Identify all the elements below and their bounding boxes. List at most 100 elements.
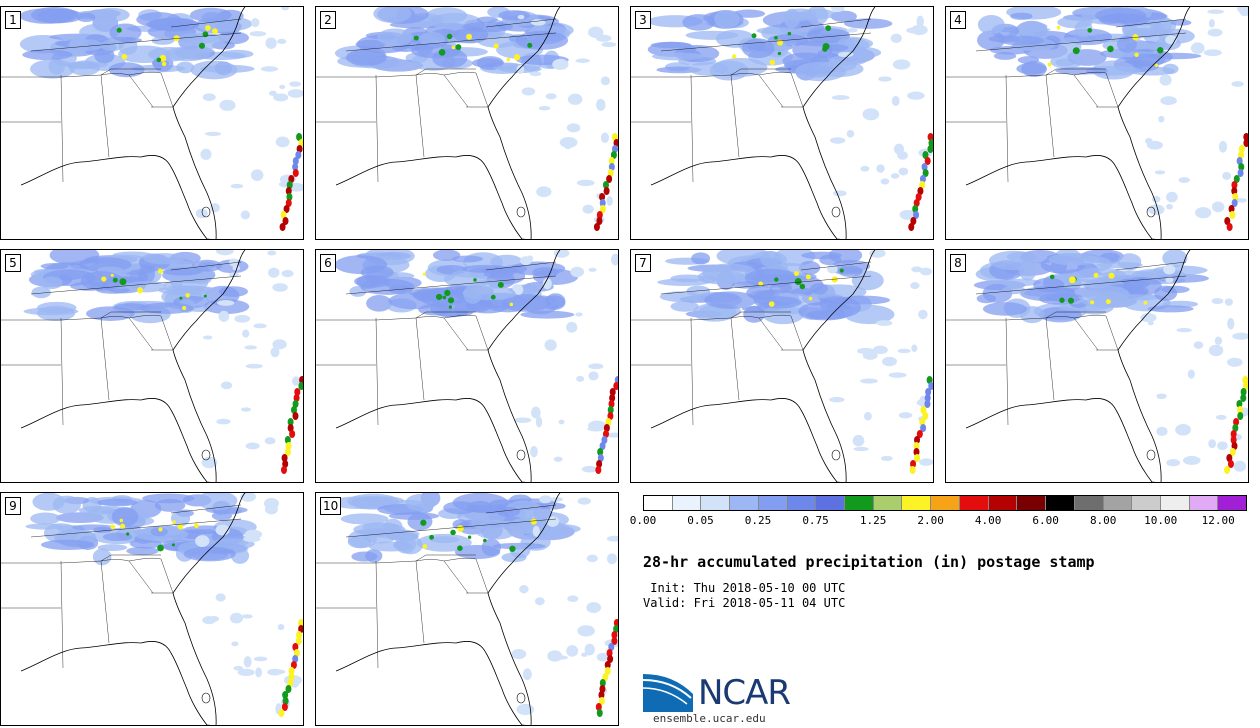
coastline: [172, 493, 246, 594]
light-precip-blob: [567, 595, 579, 603]
light-precip-blob: [907, 91, 925, 100]
precip-blob: [405, 493, 436, 512]
state-border: [160, 315, 174, 351]
heavy-cell: [794, 278, 802, 286]
precip-blob: [806, 7, 829, 26]
light-precip-blob: [516, 64, 525, 74]
precip-blob: [481, 538, 502, 557]
light-precip-blob: [220, 381, 233, 390]
precip-blob: [340, 513, 389, 525]
heavy-cell: [101, 276, 107, 282]
heavy-cell: [116, 27, 122, 33]
light-precip-blob: [880, 178, 890, 185]
heavy-cell: [450, 529, 456, 536]
atlantic-band-cell: [290, 661, 297, 669]
heavy-cell: [203, 294, 207, 298]
precip-blob: [190, 60, 238, 80]
atlantic-band-cell: [926, 376, 933, 384]
atlantic-band-cell: [602, 673, 609, 681]
colorbar-swatch: [1103, 496, 1133, 510]
atlantic-band-cell: [596, 211, 603, 219]
precip-blob: [40, 262, 69, 270]
atlantic-band-cell: [287, 418, 294, 426]
precip-blob: [515, 30, 569, 50]
atlantic-band-cell: [279, 223, 286, 231]
atlantic-band-cell: [603, 187, 610, 195]
atlantic-band-cell: [914, 436, 921, 444]
heavy-cell: [420, 519, 427, 526]
light-precip-blob: [869, 250, 886, 258]
precip-blob: [360, 278, 415, 295]
light-precip-blob: [872, 345, 888, 355]
light-precip-blob: [1235, 198, 1247, 203]
atlantic-band-cell: [910, 217, 917, 225]
atlantic-band-cell: [598, 697, 605, 705]
state-border: [30, 32, 242, 52]
light-precip-blob: [240, 493, 256, 502]
atlantic-band-cell: [607, 412, 614, 420]
lake-okeechobee: [1146, 449, 1156, 461]
precip-blob: [196, 493, 238, 511]
state-border: [660, 275, 872, 295]
atlantic-band-cell: [1233, 175, 1240, 183]
light-precip-blob: [586, 602, 601, 613]
atlantic-band-cell: [601, 436, 608, 444]
lake-okeechobee: [831, 449, 841, 461]
light-precip-blob: [567, 93, 583, 105]
atlantic-band-cell: [913, 199, 920, 207]
atlantic-band-cell: [286, 181, 293, 189]
state-border: [100, 317, 110, 401]
light-precip-blob: [1182, 455, 1201, 465]
light-precip-blob: [910, 282, 920, 290]
light-precip-blob: [267, 668, 283, 676]
atlantic-band-cell: [599, 199, 606, 207]
atlantic-band-cell: [1243, 133, 1248, 141]
coastline: [965, 349, 1162, 482]
coastline: [487, 250, 561, 351]
colorbar-swatch: [1189, 496, 1219, 510]
atlantic-band-cell: [607, 169, 614, 177]
heavy-cell: [1072, 47, 1080, 55]
colorbar-tick-label: 2.00: [917, 514, 944, 527]
atlantic-band-cell: [608, 643, 615, 651]
precip-blob: [474, 520, 518, 540]
heavy-cell: [172, 520, 176, 524]
heavy-cell: [805, 274, 811, 280]
light-precip-blob: [588, 371, 599, 381]
precip-blob: [109, 23, 142, 42]
colorbar-tick-label: 4.00: [974, 514, 1002, 527]
light-precip-blob: [1156, 393, 1167, 400]
light-precip-blob: [576, 179, 595, 187]
heavy-cell: [731, 54, 737, 59]
light-precip-blob: [911, 344, 918, 353]
light-precip-blob: [1140, 313, 1157, 323]
precip-map-9: [1, 493, 303, 725]
light-precip-blob: [531, 406, 541, 419]
state-border: [1005, 317, 1009, 426]
atlantic-band-cell: [924, 157, 931, 165]
atlantic-band-cell: [282, 460, 289, 468]
precip-blob: [650, 41, 692, 49]
heavy-cell: [787, 31, 792, 36]
heavy-cell: [422, 544, 428, 549]
atlantic-band-cell: [596, 217, 603, 225]
light-precip-blob: [582, 204, 594, 214]
colorbar-swatch: [816, 496, 846, 510]
state-border: [100, 554, 161, 562]
precip-blob: [147, 46, 191, 62]
light-precip-blob: [553, 250, 570, 258]
heavy-cell: [448, 305, 453, 309]
precip-blob: [142, 493, 195, 504]
atlantic-band-cell: [1237, 169, 1244, 177]
state-border: [160, 72, 174, 108]
heavy-cell: [438, 49, 446, 56]
precip-blob: [108, 62, 145, 78]
light-precip-blob: [269, 90, 277, 96]
heavy-cell: [436, 293, 443, 301]
atlantic-band-cell: [599, 685, 606, 693]
precip-blob: [36, 305, 76, 321]
heavy-cell: [156, 57, 162, 63]
colorbar-tick-label: 6.00: [1032, 514, 1059, 527]
light-precip-blob: [233, 665, 244, 671]
atlantic-band-cell: [282, 691, 289, 699]
